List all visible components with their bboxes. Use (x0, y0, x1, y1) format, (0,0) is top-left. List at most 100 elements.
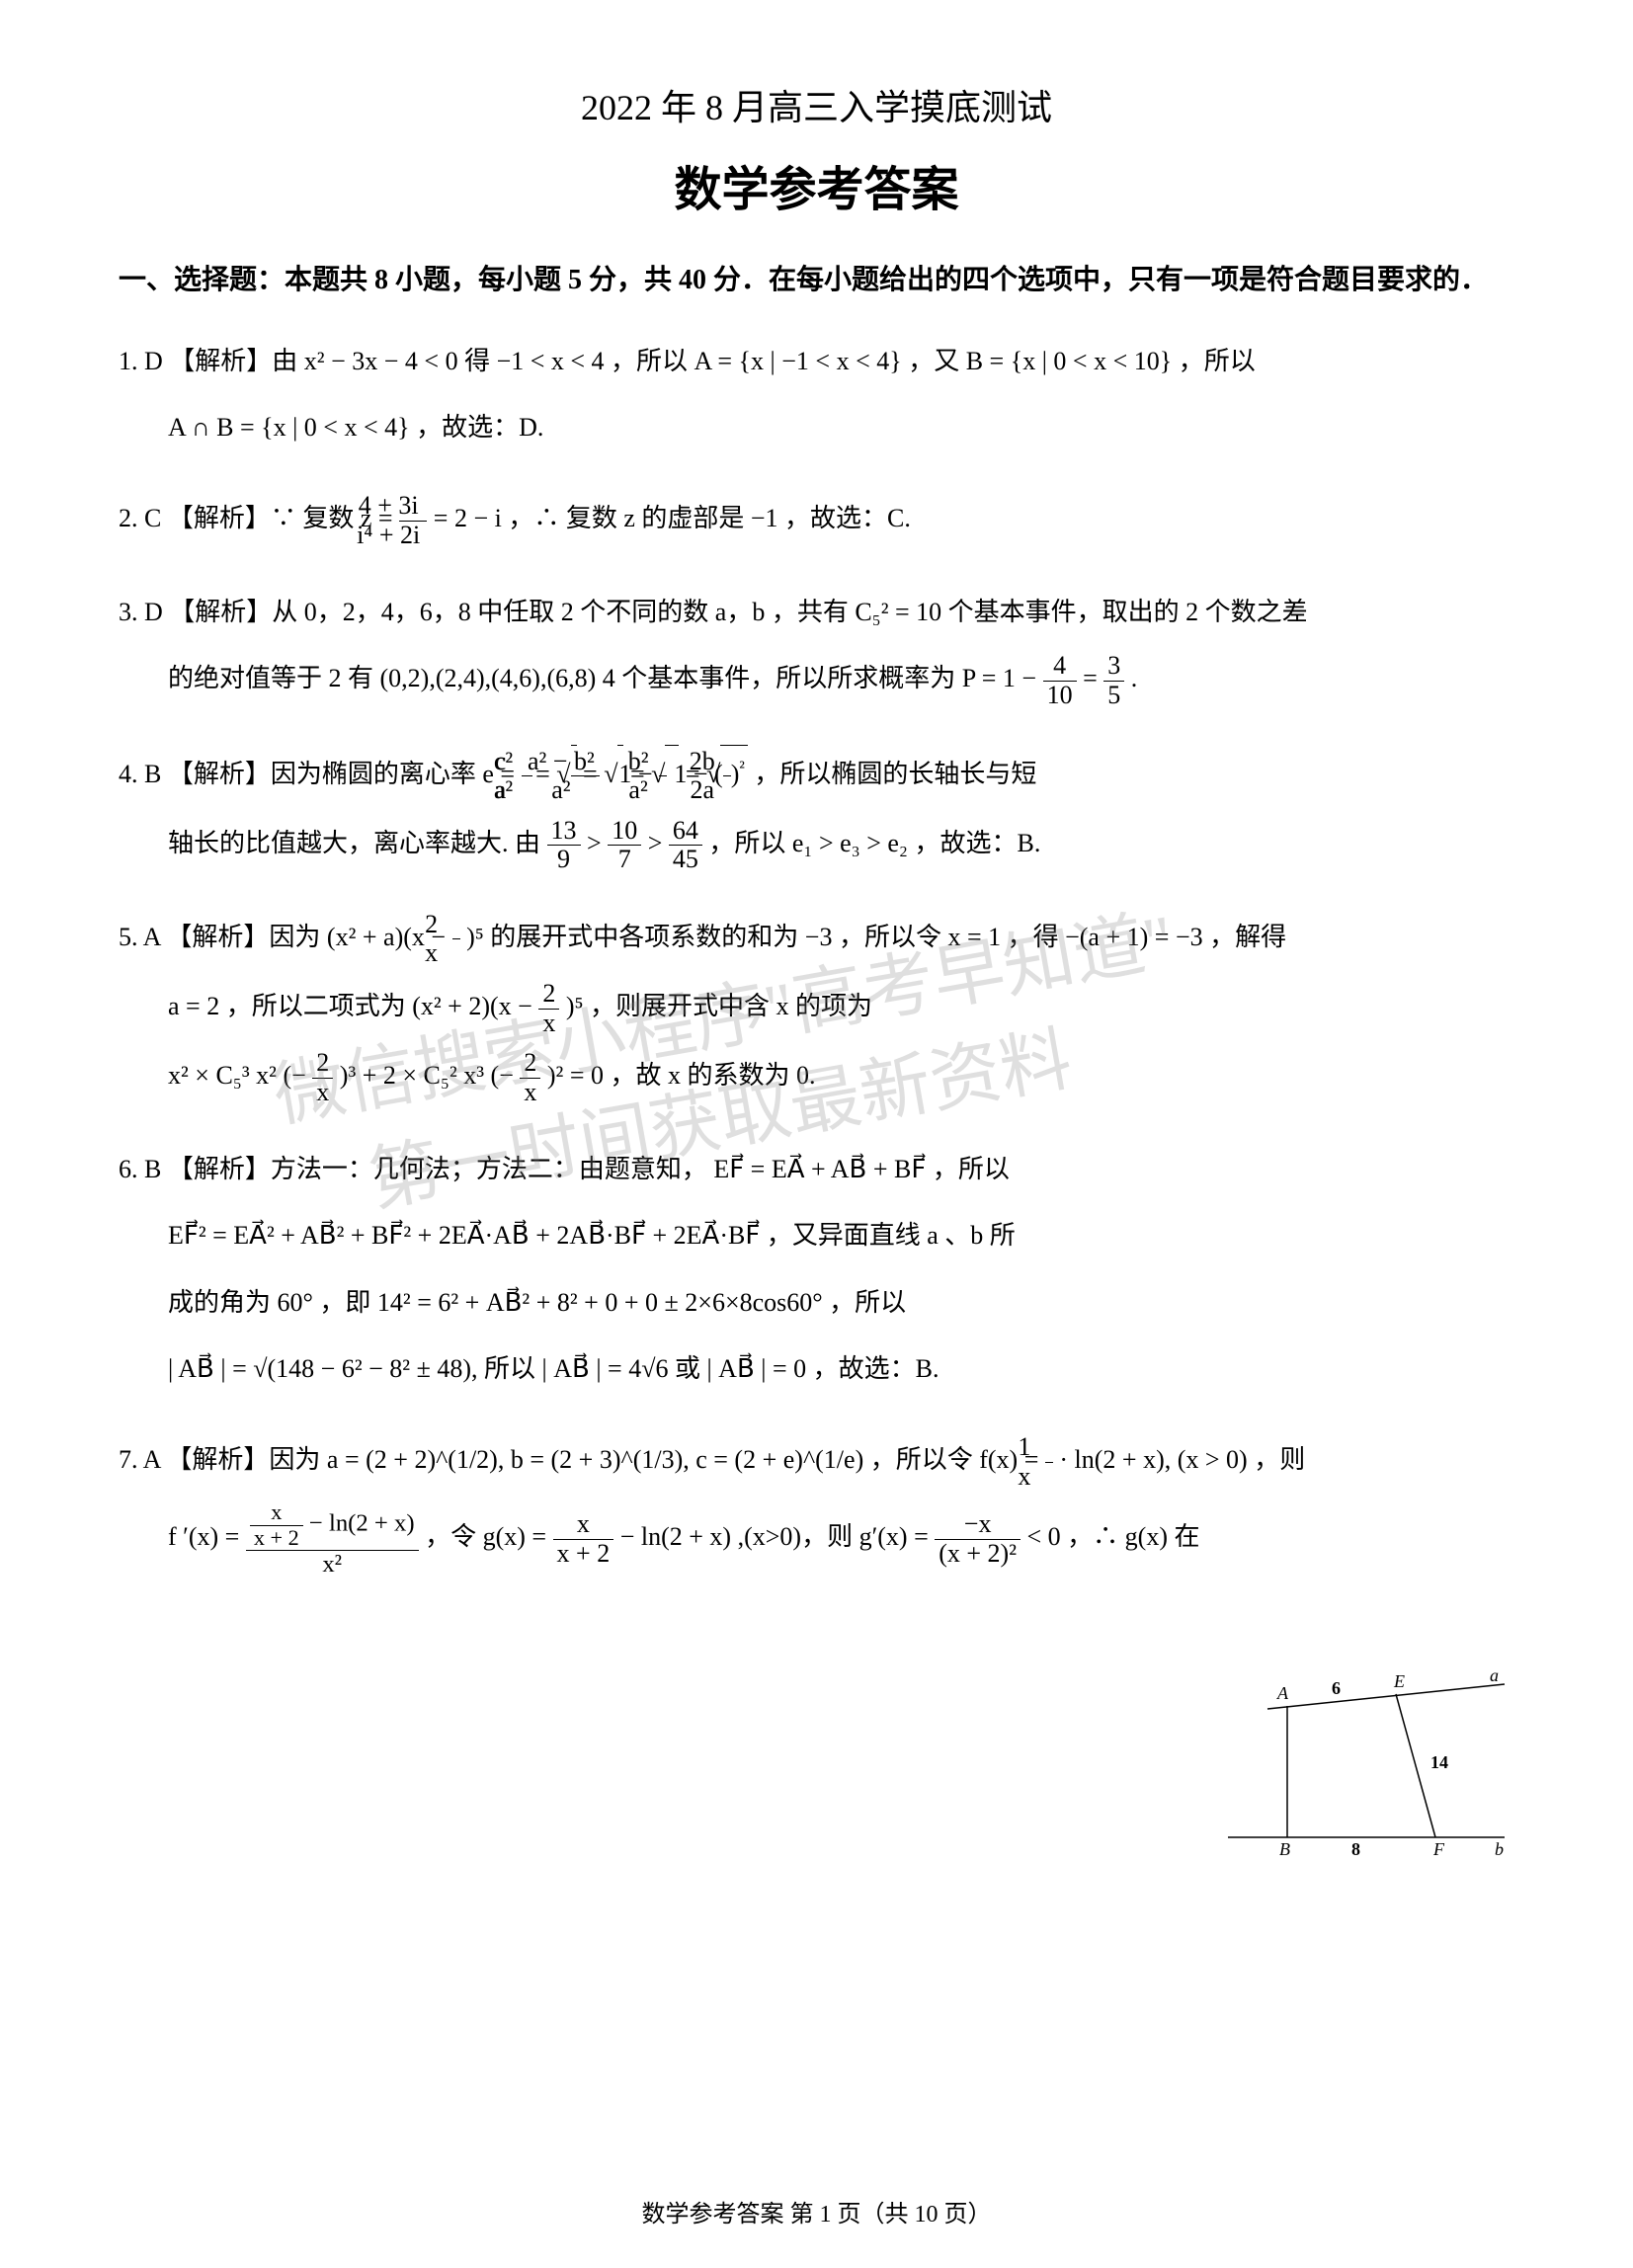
q3-f1d: 10 (1043, 682, 1077, 710)
q4-num: 4. (119, 760, 138, 788)
q2-frac-den: i⁴ + 2i (399, 522, 427, 550)
q4-gt2: > (648, 829, 669, 857)
q4-gt1: > (587, 829, 608, 857)
q7-l2p: f ′(x) = (168, 1522, 246, 1551)
q6-l3: 成的角为 60° ，即 14² = 6² + AB⃗² + 8² + 0 + 0… (168, 1274, 1198, 1331)
q7-bigfrac: xx + 2 − ln(2 + x) x² (246, 1500, 419, 1578)
q7-bfns: − ln(2 + x) (309, 1510, 415, 1537)
q4-s1d: a² (525, 776, 532, 805)
q5-answer: A (143, 923, 160, 951)
q4-suffix1: ，所以椭圆的长轴长与短 (754, 760, 1036, 788)
q4-s4n: 2b (723, 748, 731, 777)
q5-f7n: 2 (312, 1049, 333, 1079)
page-footer: 数学参考答案 第 1 页（共 10 页） (0, 2194, 1633, 2228)
q5-f5d: x (452, 939, 460, 968)
q6-l4: | AB⃗ | = √(148 − 6² − 8² ± 48), 所以 | AB… (168, 1340, 1198, 1397)
label-a: a (1490, 1665, 1499, 1685)
q7-l2m: ，令 g(x) = (425, 1522, 552, 1551)
q4-f2: 139 (547, 817, 581, 874)
q1-text2: A ∩ B = {x | 0 < x < 4} ，故选：D. (168, 399, 1514, 455)
question-1: 1. D 【解析】由 x² − 3x − 4 < 0 得 −1 < x < 4 … (119, 333, 1514, 455)
q5-f6n: 2 (538, 980, 559, 1010)
q5-f6d: x (538, 1010, 559, 1038)
q3-mid: = (1083, 664, 1103, 692)
q5-l2p: a = 2 ，所以二项式为 (x² + 2)(x − (168, 992, 538, 1020)
q5-f7d: x (312, 1079, 333, 1107)
label-B: B (1279, 1839, 1290, 1857)
section-header: 一、选择题：本题共 8 小题，每小题 5 分，共 40 分．在每小题给出的四个选… (174, 259, 1514, 303)
q4-f3n: 10 (608, 817, 641, 847)
q6-l2: EF⃗² = EA⃗² + AB⃗² + BF⃗² + 2EA⃗·AB⃗ + 2… (168, 1207, 1198, 1263)
q7-l1p: 【解析】因为 a = (2 + 2)^(1/2), b = (2 + 3)^(1… (166, 1445, 1044, 1474)
q4-f3: 107 (608, 817, 641, 874)
q7-l2m2: − ln(2 + x) ,(x>0)，则 g′(x) = (620, 1522, 936, 1551)
q2-suffix: = 2 − i ，∴ 复数 z 的虚部是 −1 ，故选：C. (434, 504, 911, 532)
q4-s4e: ² (739, 757, 744, 776)
q7-f11n: −x (935, 1510, 1021, 1540)
q3-f2n: 3 (1103, 652, 1124, 682)
q3-f2d: 5 (1103, 682, 1124, 710)
doc-title: 数学参考答案 (119, 150, 1514, 219)
q2-answer: C (144, 504, 161, 532)
q5-l3m: )³ + 2 × C₅² x³ (− (340, 1061, 521, 1090)
question-7: 7. A 【解析】因为 a = (2 + 2)^(1/2), b = (2 + … (119, 1431, 1514, 1578)
q7-f10d: x + 2 (553, 1540, 614, 1569)
q3-answer: D (144, 598, 163, 626)
q6-num: 6. (119, 1155, 138, 1183)
q7-f9d: x (1045, 1463, 1053, 1492)
q4-s4d: 2a (723, 776, 731, 805)
q5-l2s: )⁵ ，则展开式中含 x 的项为 (566, 992, 872, 1020)
q6-answer: B (144, 1155, 161, 1183)
q5-l1p: 【解析】因为 (x² + a)(x − (166, 923, 451, 951)
exam-title: 2022 年 8 月高三入学摸底测试 (119, 79, 1514, 130)
q5-l1m: )⁵ 的展开式中各项系数的和为 −3 ，所以令 x = 1 ，得 −(a + 1… (466, 923, 1286, 951)
q3-f1n: 4 (1043, 652, 1077, 682)
q6-diagram: A E a B F b 6 8 14 (1218, 1660, 1514, 1857)
question-6: 6. B 【解析】方法一：几何法；方法二：由题意知， EF⃗ = EA⃗ + A… (119, 1141, 1514, 1397)
q4-answer: B (144, 760, 161, 788)
q5-f8: 2x (520, 1049, 540, 1106)
q7-answer: A (143, 1445, 160, 1474)
q7-bfnd: x + 2 (250, 1526, 303, 1550)
q7-f11: −x(x + 2)² (935, 1510, 1021, 1568)
q3-frac1: 4 10 (1043, 652, 1077, 709)
q7-line2: f ′(x) = xx + 2 − ln(2 + x) x² ，令 g(x) =… (168, 1500, 1514, 1578)
q2-fraction: 4 + 3i i⁴ + 2i (399, 492, 427, 549)
line-a (1267, 1684, 1505, 1709)
q5-f7: 2x (312, 1049, 333, 1106)
q4-f4n: 64 (669, 817, 702, 847)
q2-frac-num: 4 + 3i (399, 492, 427, 522)
q5-line2: a = 2 ，所以二项式为 (x² + 2)(x − 2x )⁵ ，则展开式中含… (168, 978, 1514, 1037)
label-F: F (1432, 1839, 1445, 1857)
q1-num: 1. (119, 347, 138, 375)
q4-s3d: a² (659, 776, 667, 805)
q3-suffix: . (1131, 664, 1138, 692)
q4-prefix: 【解析】因为椭圆的离心率 e = (168, 760, 522, 788)
q5-f5: 2x (452, 911, 460, 968)
q7-num: 7. (119, 1445, 138, 1474)
q4-line2: 轴长的比值越大，离心率越大. 由 139 > 107 > 6445 ，所以 e₁… (168, 815, 1514, 874)
q4-f2n: 13 (547, 817, 581, 847)
q5-f6: 2x (538, 980, 559, 1037)
q3-text1: 【解析】从 0，2，4，6，8 中任取 2 个不同的数 a，b ，共有 C₅² … (169, 598, 1307, 626)
edge-14: 14 (1430, 1752, 1448, 1772)
question-2: 2. C 【解析】∵ 复数 z = 4 + 3i i⁴ + 2i = 2 − i… (119, 490, 1514, 549)
q5-f8n: 2 (520, 1049, 540, 1079)
q4-l2p: 轴长的比值越大，离心率越大. 由 (168, 829, 547, 857)
q3-line2: 的绝对值等于 2 有 (0,2),(2,4),(4,6),(6,8) 4 个基本… (168, 650, 1514, 709)
q4-sqrt4: √1 − (2b2a)² (706, 760, 748, 788)
q5-f8d: x (520, 1079, 540, 1107)
q7-bfn: xx + 2 − ln(2 + x) (246, 1500, 419, 1551)
q4-s2n: a² − b² (571, 748, 600, 777)
edge-8: 8 (1351, 1839, 1360, 1857)
q5-line3: x² × C₅³ x² (− 2x )³ + 2 × C₅² x³ (− 2x … (168, 1047, 1514, 1106)
q7-f10n: x (553, 1510, 614, 1540)
q5-num: 5. (119, 923, 138, 951)
q4-f2d: 9 (547, 846, 581, 874)
q5-l3s: )² = 0 ，故 x 的系数为 0. (547, 1061, 816, 1090)
q7-f11d: (x + 2)² (935, 1540, 1021, 1569)
q7-f10: xx + 2 (553, 1510, 614, 1568)
q7-l1s: · ln(2 + x), (x > 0) ，则 (1059, 1445, 1305, 1474)
q4-s3n: b² (659, 748, 667, 777)
q3-num: 3. (119, 598, 138, 626)
